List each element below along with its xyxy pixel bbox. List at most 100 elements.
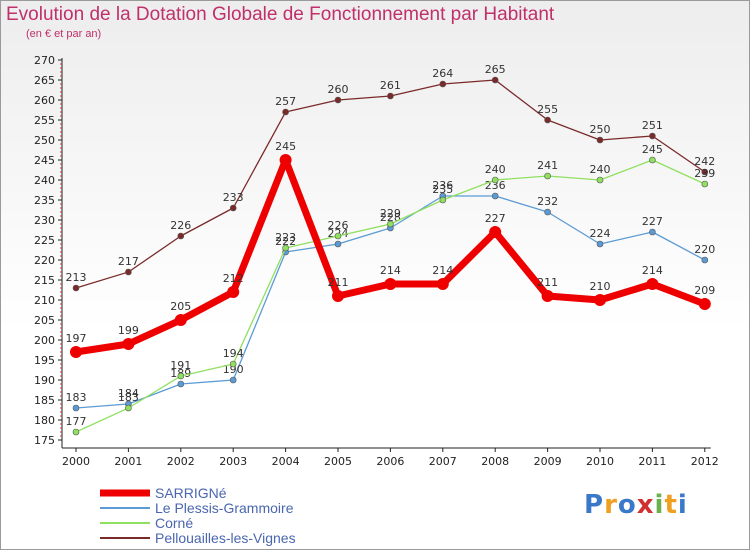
logo-letter: o <box>617 490 637 520</box>
x-tick-label: 2008 <box>481 455 509 468</box>
data-point <box>701 180 709 188</box>
y-tick-label: 190 <box>34 374 55 387</box>
data-point <box>701 168 709 176</box>
data-point <box>332 290 344 302</box>
series-line-3 <box>75 79 706 289</box>
data-label: 264 <box>432 67 453 80</box>
data-point <box>72 284 80 292</box>
data-label: 214 <box>432 264 453 277</box>
data-label: 217 <box>118 255 139 268</box>
data-label: 191 <box>170 359 191 372</box>
data-label: 255 <box>537 103 558 116</box>
data-point <box>227 286 240 298</box>
data-point <box>282 244 289 252</box>
data-label: 260 <box>328 83 349 96</box>
y-tick-label: 215 <box>34 274 55 287</box>
data-label: 211 <box>328 276 349 289</box>
data-point <box>489 226 502 238</box>
data-label: 226 <box>328 219 349 232</box>
data-label: 229 <box>380 207 401 220</box>
data-point <box>229 360 237 368</box>
data-label: 242 <box>694 155 715 168</box>
data-label: 261 <box>380 79 401 92</box>
x-tick-label: 2006 <box>376 455 404 468</box>
data-label: 197 <box>66 332 87 345</box>
proxiti-logo: Proxiti <box>584 490 688 520</box>
y-tick-label: 260 <box>34 94 55 107</box>
data-point <box>229 376 237 384</box>
data-point <box>72 428 80 436</box>
legend-label-3: Pellouailles-les-Vignes <box>155 530 296 546</box>
data-point <box>439 196 447 204</box>
y-tick-label: 180 <box>34 414 55 427</box>
data-point <box>177 232 185 240</box>
data-point <box>384 278 397 290</box>
data-point <box>701 256 709 264</box>
data-label: 209 <box>694 284 715 297</box>
data-point <box>544 172 551 180</box>
data-point <box>229 204 237 212</box>
y-tick-label: 195 <box>34 354 55 367</box>
data-label: 240 <box>590 163 611 176</box>
data-label: 194 <box>223 347 244 360</box>
data-point <box>72 404 80 412</box>
x-tick-label: 2005 <box>324 455 352 468</box>
logo-letter: x <box>636 490 655 520</box>
data-point <box>334 232 342 240</box>
data-point <box>698 298 711 310</box>
data-point <box>541 290 554 302</box>
data-label: 236 <box>432 179 453 192</box>
data-label: 183 <box>66 391 87 404</box>
data-label: 250 <box>590 123 611 136</box>
y-tick-label: 210 <box>34 294 55 307</box>
data-point <box>70 346 82 358</box>
data-label: 214 <box>642 264 663 277</box>
data-label: 227 <box>642 215 663 228</box>
data-point <box>387 92 394 100</box>
x-tick-label: 2009 <box>534 455 562 468</box>
data-point <box>649 132 656 140</box>
logo-letter: i <box>654 490 665 520</box>
data-point <box>436 278 449 290</box>
x-tick-label: 2003 <box>219 455 247 468</box>
data-label: 224 <box>590 227 611 240</box>
x-tick-label: 2004 <box>272 455 300 468</box>
chart-subtitle: (en € et par an) <box>26 28 102 40</box>
logo-letter: P <box>584 490 605 520</box>
data-label: 190 <box>223 363 244 376</box>
data-point <box>174 314 187 326</box>
data-label: 227 <box>485 212 506 225</box>
y-tick-label: 185 <box>34 394 55 407</box>
x-tick-label: 2001 <box>114 455 142 468</box>
data-point <box>544 208 551 216</box>
y-tick-label: 265 <box>34 74 55 87</box>
data-label: 245 <box>275 140 296 153</box>
data-label: 205 <box>170 300 191 313</box>
data-label: 228 <box>380 211 401 224</box>
x-tick-label: 2012 <box>691 455 719 468</box>
y-tick-label: 255 <box>34 114 55 127</box>
data-label: 214 <box>380 264 401 277</box>
data-label: 241 <box>537 159 558 172</box>
data-label: 222 <box>275 235 296 248</box>
data-point <box>439 80 447 88</box>
data-label: 212 <box>223 272 244 285</box>
data-label: 183 <box>118 391 139 404</box>
data-label: 245 <box>642 143 663 156</box>
data-label: 257 <box>275 95 296 108</box>
data-point <box>596 136 604 144</box>
legend-label-1: Le Plessis-Grammoire <box>155 500 294 516</box>
x-tick-label: 2002 <box>167 455 195 468</box>
data-point <box>491 192 499 200</box>
data-label: 177 <box>66 415 87 428</box>
data-point <box>594 294 606 306</box>
data-point <box>177 372 185 380</box>
data-label: 213 <box>66 271 87 284</box>
data-point <box>125 268 132 276</box>
y-tick-label: 220 <box>34 254 55 267</box>
data-label: 233 <box>223 191 244 204</box>
data-point <box>649 228 656 236</box>
series-line-0 <box>72 156 709 356</box>
data-label: 199 <box>118 324 139 337</box>
